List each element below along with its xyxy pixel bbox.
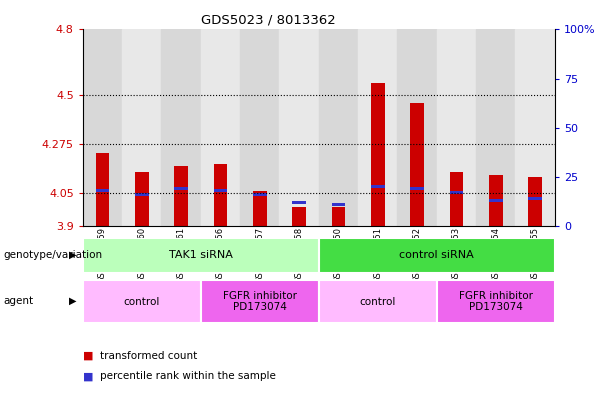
Bar	[332, 203, 345, 206]
Bar	[213, 164, 227, 226]
Bar	[135, 173, 148, 226]
Bar	[253, 193, 267, 196]
Bar	[292, 201, 306, 204]
Bar	[489, 199, 503, 202]
Bar	[449, 191, 463, 194]
Bar	[83, 238, 319, 273]
Bar	[410, 103, 424, 226]
Bar	[253, 191, 267, 226]
Bar	[436, 280, 555, 323]
Bar	[410, 187, 424, 190]
Text: ▶: ▶	[69, 250, 76, 260]
Bar	[528, 197, 542, 200]
Bar	[174, 166, 188, 226]
Bar	[135, 193, 148, 196]
Bar	[292, 208, 306, 226]
Text: control: control	[124, 297, 160, 307]
Bar	[240, 29, 280, 226]
Text: GDS5023 / 8013362: GDS5023 / 8013362	[201, 14, 335, 27]
Bar	[213, 189, 227, 192]
Bar	[280, 29, 319, 226]
Bar	[319, 29, 358, 226]
Bar	[516, 29, 555, 226]
Bar	[449, 173, 463, 226]
Bar	[436, 29, 476, 226]
Text: FGFR inhibitor
PD173074: FGFR inhibitor PD173074	[459, 291, 533, 312]
Text: agent: agent	[3, 296, 33, 306]
Text: ■: ■	[83, 351, 93, 361]
Bar	[96, 153, 109, 226]
Bar	[83, 29, 122, 226]
Bar	[489, 174, 503, 226]
Bar	[201, 280, 319, 323]
Text: percentile rank within the sample: percentile rank within the sample	[100, 371, 276, 382]
Bar	[332, 208, 345, 226]
Bar	[83, 280, 201, 323]
Text: control: control	[360, 297, 396, 307]
Text: FGFR inhibitor
PD173074: FGFR inhibitor PD173074	[223, 291, 297, 312]
Bar	[371, 185, 384, 188]
Bar	[371, 83, 384, 226]
Bar	[201, 29, 240, 226]
Text: ■: ■	[83, 371, 93, 382]
Text: TAK1 siRNA: TAK1 siRNA	[169, 250, 233, 261]
Text: ▶: ▶	[69, 296, 76, 306]
Bar	[528, 177, 542, 226]
Bar	[96, 189, 109, 192]
Bar	[476, 29, 516, 226]
Bar	[319, 280, 436, 323]
Bar	[122, 29, 161, 226]
Text: genotype/variation: genotype/variation	[3, 250, 102, 260]
Text: transformed count: transformed count	[100, 351, 197, 361]
Bar	[161, 29, 201, 226]
Bar	[397, 29, 436, 226]
Bar	[319, 238, 555, 273]
Text: control siRNA: control siRNA	[400, 250, 474, 261]
Bar	[358, 29, 397, 226]
Bar	[174, 187, 188, 190]
